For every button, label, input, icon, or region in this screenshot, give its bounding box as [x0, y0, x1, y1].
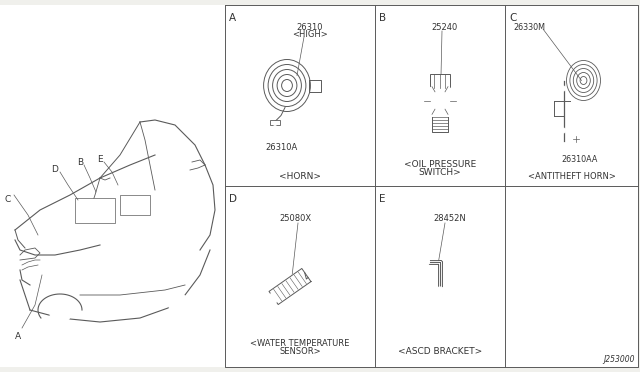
Text: E: E	[97, 155, 103, 164]
Text: <HIGH>: <HIGH>	[292, 30, 328, 39]
Circle shape	[423, 260, 427, 263]
Text: D: D	[52, 165, 58, 174]
Circle shape	[573, 135, 579, 141]
Text: J253000: J253000	[604, 355, 635, 364]
Bar	[270, 119, 280, 125]
Bar	[0, 5, 225, 367]
Circle shape	[438, 289, 442, 294]
Text: B: B	[77, 158, 83, 167]
Text: D: D	[229, 194, 237, 204]
Bar	[75, 198, 115, 223]
Text: 28452N: 28452N	[434, 214, 467, 223]
Text: 26330M: 26330M	[513, 23, 545, 32]
Text: <OIL PRESSURE: <OIL PRESSURE	[404, 160, 476, 169]
Circle shape	[160, 285, 196, 321]
Circle shape	[561, 86, 566, 91]
Polygon shape	[269, 269, 311, 305]
Circle shape	[316, 83, 321, 88]
Text: A: A	[229, 13, 236, 23]
Bar	[120, 195, 150, 215]
Circle shape	[273, 122, 277, 125]
Text: C: C	[5, 195, 11, 204]
Text: 25080X: 25080X	[279, 214, 311, 223]
Text: C: C	[509, 13, 516, 23]
Text: <WATER TEMPERATURE: <WATER TEMPERATURE	[250, 339, 349, 348]
Text: <HORN>: <HORN>	[279, 172, 321, 181]
Text: 26310: 26310	[297, 23, 323, 32]
Text: 25240: 25240	[432, 23, 458, 32]
Circle shape	[269, 293, 278, 303]
Text: A: A	[15, 332, 21, 341]
Circle shape	[50, 305, 70, 325]
Circle shape	[168, 293, 188, 313]
Text: SWITCH>: SWITCH>	[419, 168, 461, 177]
Text: E: E	[379, 194, 385, 204]
Circle shape	[420, 257, 429, 266]
Text: SENSOR>: SENSOR>	[279, 347, 321, 356]
Circle shape	[42, 297, 78, 333]
Text: <ASCD BRACKET>: <ASCD BRACKET>	[398, 347, 482, 356]
Circle shape	[561, 128, 566, 133]
Bar	[430, 74, 450, 87]
Text: 26310AA: 26310AA	[561, 155, 598, 164]
Bar	[225, 5, 638, 367]
Circle shape	[435, 287, 445, 296]
Text: B: B	[379, 13, 386, 23]
Text: 26310A: 26310A	[266, 144, 298, 153]
Circle shape	[424, 84, 456, 116]
Text: <ANTITHEFT HORN>: <ANTITHEFT HORN>	[527, 172, 616, 181]
